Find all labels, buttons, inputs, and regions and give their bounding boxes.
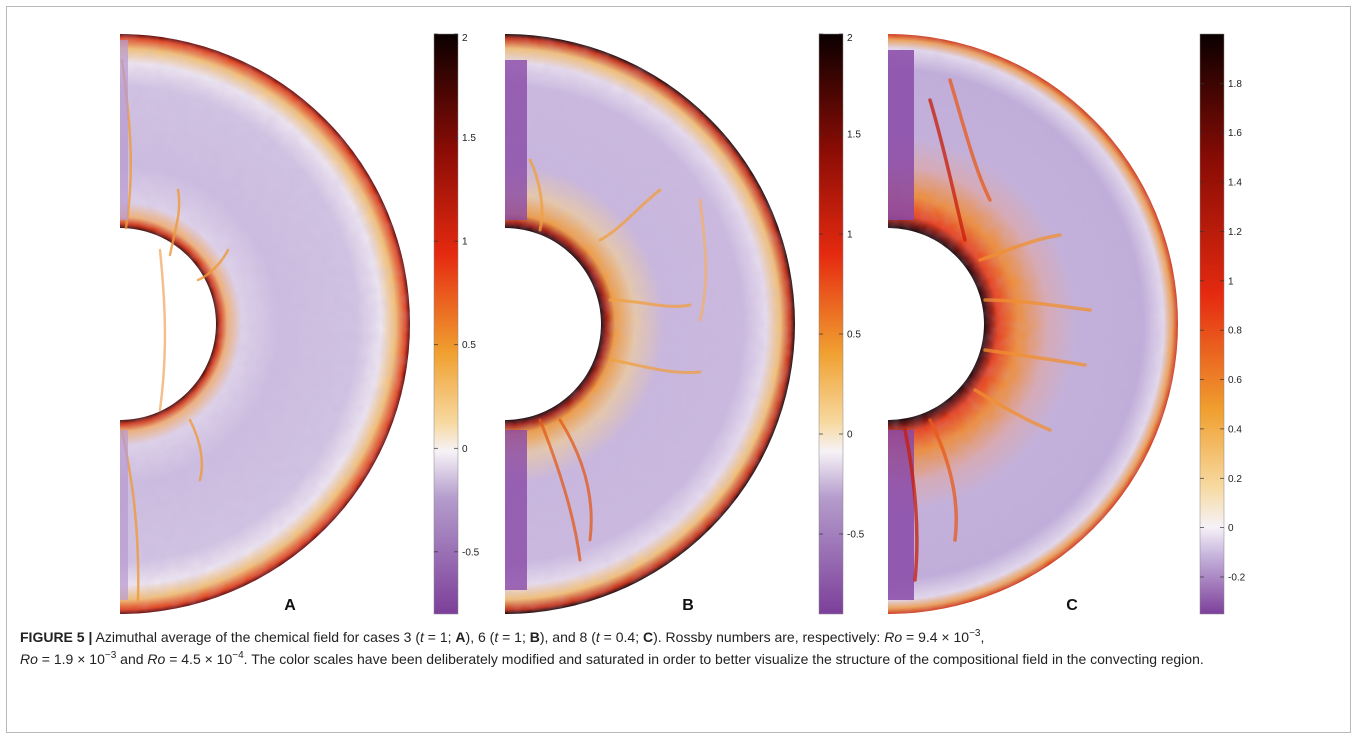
figure-graphic: A 2 1.5 1 0.5 0 -0.5 B 2 1.5 1 0.5 0 -0.5 — [120, 33, 1246, 615]
caption-text: Azimuthal average of the chemical field … — [92, 629, 420, 645]
colorbar-b-ticks: 2 1.5 1 0.5 0 -0.5 — [819, 33, 865, 541]
panel-b-pole-strip-top — [505, 60, 527, 220]
colorbar-c-tick-label: 1.8 — [1228, 79, 1242, 90]
colorbar-a: 2 1.5 1 0.5 0 -0.5 — [433, 33, 480, 615]
colorbar-c-tick-label: 0 — [1228, 523, 1234, 534]
colorbar-c-tick-label: 0.4 — [1228, 424, 1242, 435]
caption-text: . The color scales have been deliberatel… — [243, 651, 1204, 667]
colorbar-c-tick-label: 0.8 — [1228, 326, 1242, 337]
colorbar-a-tick-label: -0.5 — [462, 547, 480, 558]
caption-text: and — [116, 651, 148, 667]
figure-caption: FIGURE 5 | Azimuthal average of the chem… — [20, 626, 1338, 670]
colorbar-a-tick-label: 1.5 — [462, 133, 476, 144]
caption-ref-b: B — [529, 629, 540, 645]
caption-exponent: −4 — [232, 650, 244, 661]
caption-var-ro: Ro — [20, 651, 38, 667]
panel-a-texture — [120, 34, 410, 614]
colorbar-c-bar — [1199, 33, 1225, 615]
colorbar-c-tick-label: 1.6 — [1228, 128, 1242, 139]
panel-c-letter: C — [1066, 597, 1078, 614]
panel-a-letter: A — [284, 597, 296, 614]
caption-var-ro: Ro — [147, 651, 166, 667]
colorbar-b-tick-label: 0.5 — [847, 330, 861, 341]
colorbar-a-ticks: 2 1.5 1 0.5 0 -0.5 — [434, 33, 480, 558]
colorbar-b: 2 1.5 1 0.5 0 -0.5 — [818, 33, 865, 615]
colorbar-c-tick-label: 1.4 — [1228, 178, 1242, 189]
colorbar-c-tick-label: 1.2 — [1228, 227, 1242, 238]
colorbar-a-bar — [433, 33, 459, 615]
panel-c-texture — [888, 34, 1178, 614]
panel-a: A — [120, 34, 410, 614]
caption-text: , — [980, 629, 985, 645]
caption-text: = 1.9 × 10 — [37, 651, 105, 667]
colorbar-b-tick-label: 0 — [847, 430, 853, 441]
panel-c: C — [888, 34, 1178, 614]
caption-exponent: −3 — [969, 628, 981, 639]
caption-var-t: t — [419, 629, 424, 645]
panel-b-pole-strip-bottom — [505, 430, 527, 590]
panel-c-pole-strip-top — [888, 50, 914, 220]
caption-var-t: t — [494, 629, 499, 645]
colorbar-c-tick-label: 1 — [1228, 276, 1234, 287]
colorbar-c-ticks: 1.8 1.6 1.4 1.2 1 0.8 0.6 0.4 0.2 0 -0.2 — [1200, 79, 1246, 583]
colorbar-a-tick-label: 2 — [462, 33, 468, 44]
panel-c-plumes — [903, 78, 1092, 582]
colorbar-a-tick-label: 1 — [462, 237, 468, 248]
colorbar-a-tick-label: 0 — [462, 444, 468, 455]
caption-ref-a: A — [455, 629, 466, 645]
colorbar-c-tick-label: 0.2 — [1228, 474, 1242, 485]
caption-text: = 1; — [423, 629, 456, 645]
caption-ref-c: C — [642, 629, 654, 645]
colorbar-c-tick-label: -0.2 — [1228, 572, 1246, 583]
caption-text: = 0.4; — [599, 629, 643, 645]
colorbar-b-tick-label: 1 — [847, 230, 853, 241]
caption-text: ). Rossby numbers are, respectively: — [653, 629, 885, 645]
caption-exponent: −3 — [104, 650, 117, 661]
colorbar-b-tick-label: 2 — [847, 33, 853, 44]
panel-b-letter: B — [682, 597, 694, 614]
panel-a-pole-strip-top — [120, 40, 128, 220]
caption-var-t: t — [595, 629, 600, 645]
panel-b-texture — [505, 34, 795, 614]
caption-text: ), 6 ( — [465, 629, 495, 645]
colorbar-b-tick-label: 1.5 — [847, 130, 861, 141]
panel-a-pole-strip-bottom — [120, 430, 128, 600]
caption-var-ro: Ro — [884, 629, 903, 645]
caption-text: = 1; — [498, 629, 530, 645]
panel-b-plumes — [528, 158, 708, 562]
caption-label: FIGURE 5 | — [20, 629, 93, 645]
caption-text: ), and 8 ( — [539, 629, 596, 645]
colorbar-b-tick-label: -0.5 — [847, 530, 865, 541]
colorbar-c-tick-label: 0.6 — [1228, 375, 1242, 386]
caption-text: = 4.5 × 10 — [165, 651, 233, 667]
colorbar-b-bar — [818, 33, 844, 615]
panel-b: B — [505, 34, 795, 614]
colorbar-c: 1.8 1.6 1.4 1.2 1 0.8 0.6 0.4 0.2 0 -0.2 — [1199, 33, 1246, 615]
colorbar-a-tick-label: 0.5 — [462, 340, 476, 351]
caption-text: = 9.4 × 10 — [902, 629, 970, 645]
